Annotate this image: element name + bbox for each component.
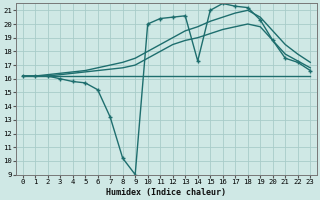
X-axis label: Humidex (Indice chaleur): Humidex (Indice chaleur) — [107, 188, 227, 197]
